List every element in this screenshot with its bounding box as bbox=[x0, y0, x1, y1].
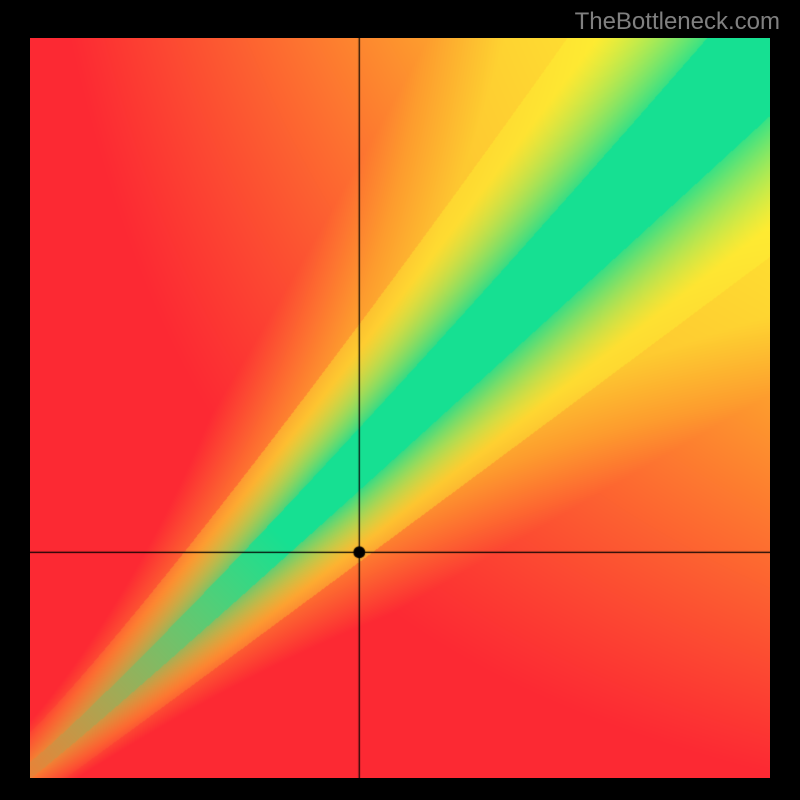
heatmap-canvas bbox=[30, 38, 770, 778]
watermark-text: TheBottleneck.com bbox=[575, 8, 780, 36]
chart-container: TheBottleneck.com bbox=[0, 0, 800, 800]
